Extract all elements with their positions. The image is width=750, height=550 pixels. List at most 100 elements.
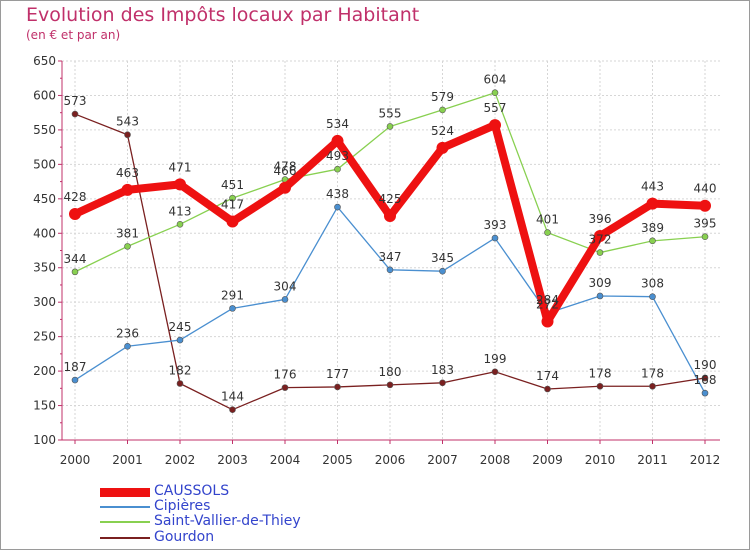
- data-point-caussols: [384, 210, 396, 223]
- y-tick-label: 100: [33, 433, 56, 447]
- x-tick-label: 2004: [270, 453, 301, 467]
- y-tick-label: 400: [33, 226, 56, 240]
- data-point-saint-vallier-de-thiey: [596, 249, 604, 256]
- data-point-cipieres: [596, 292, 604, 300]
- data-label-cipieres: 393: [484, 218, 507, 232]
- data-label-gourdon: 174: [536, 369, 559, 383]
- x-tick-label: 2009: [532, 453, 563, 467]
- legend-label-caussols: CAUSSOLS: [154, 483, 230, 499]
- data-point-saint-vallier-de-thiey: [229, 194, 236, 202]
- legend-swatch-cipieres: [100, 506, 150, 508]
- data-label-gourdon: 199: [484, 352, 507, 366]
- data-point-caussols: [174, 178, 186, 191]
- data-point-cipieres: [334, 203, 341, 211]
- data-point-cipieres: [386, 266, 394, 274]
- y-tick-label: 550: [33, 123, 56, 137]
- data-label-saint-vallier-de-thiey: 381: [116, 226, 139, 240]
- data-point-caussols: [121, 183, 134, 196]
- data-point-caussols: [699, 199, 711, 212]
- data-label-saint-vallier-de-thiey: 413: [169, 204, 192, 218]
- data-point-caussols: [331, 134, 344, 147]
- data-point-cipieres: [281, 296, 289, 303]
- data-point-saint-vallier-de-thiey: [544, 229, 551, 236]
- y-tick-label: 500: [33, 157, 56, 171]
- y-tick-label: 350: [33, 261, 56, 275]
- data-point-cipieres: [124, 342, 131, 350]
- data-point-saint-vallier-de-thiey: [701, 233, 709, 241]
- chart-subtitle: (en € et par an): [26, 28, 121, 42]
- data-label-gourdon: 190: [694, 358, 717, 372]
- data-point-cipieres: [491, 234, 499, 242]
- legend-swatch-saint-vallier: [100, 521, 150, 523]
- data-point-saint-vallier-de-thiey: [386, 123, 394, 130]
- data-point-gourdon: [334, 383, 341, 391]
- legend-swatch-gourdon: [100, 537, 150, 539]
- y-tick-label: 200: [33, 364, 56, 378]
- data-label-saint-vallier-de-thiey: 579: [431, 90, 454, 104]
- data-label-gourdon: 182: [169, 363, 192, 377]
- data-label-caussols: 425: [379, 192, 402, 206]
- data-label-caussols: 524: [431, 124, 454, 138]
- data-label-cipieres: 438: [326, 187, 349, 201]
- data-point-saint-vallier-de-thiey: [124, 243, 131, 250]
- data-label-saint-vallier-de-thiey: 395: [694, 217, 717, 231]
- data-point-caussols: [489, 119, 501, 132]
- data-label-gourdon: 178: [641, 366, 664, 380]
- x-tick-label: 2005: [322, 453, 353, 467]
- y-tick-label: 300: [33, 295, 56, 309]
- data-label-gourdon: 177: [326, 367, 349, 381]
- data-point-caussols: [436, 141, 449, 154]
- data-label-caussols: 466: [274, 164, 297, 178]
- data-label-gourdon: 178: [589, 366, 612, 380]
- data-label-cipieres: 168: [694, 373, 717, 387]
- data-point-gourdon: [701, 374, 709, 382]
- data-point-cipieres: [176, 336, 184, 344]
- x-tick-label: 2003: [217, 453, 248, 467]
- data-point-gourdon: [71, 110, 79, 118]
- x-tick-label: 2001: [112, 453, 143, 467]
- x-tick-label: 2008: [480, 453, 511, 467]
- data-point-caussols: [646, 197, 659, 210]
- data-point-cipieres: [701, 389, 709, 397]
- y-tick-label: 250: [33, 330, 56, 344]
- data-label-caussols: 396: [589, 212, 612, 226]
- data-point-gourdon: [386, 381, 394, 389]
- data-label-caussols: 428: [64, 190, 87, 204]
- data-point-caussols: [541, 315, 554, 328]
- data-point-caussols: [594, 230, 606, 243]
- data-point-saint-vallier-de-thiey: [439, 106, 446, 114]
- data-point-gourdon: [491, 368, 499, 376]
- y-tick-label: 150: [33, 399, 56, 413]
- data-point-gourdon: [229, 406, 236, 413]
- data-point-gourdon: [124, 131, 131, 139]
- data-label-cipieres: 236: [116, 326, 139, 340]
- data-point-cipieres: [71, 376, 79, 384]
- data-label-cipieres: 284: [536, 293, 559, 307]
- y-tick-label: 600: [33, 88, 56, 102]
- data-label-saint-vallier-de-thiey: 451: [221, 178, 244, 192]
- x-tick-label: 2006: [375, 453, 406, 467]
- data-label-caussols: 440: [694, 182, 717, 196]
- data-label-saint-vallier-de-thiey: 401: [536, 213, 559, 227]
- data-label-caussols: 471: [169, 160, 192, 174]
- x-tick-label: 2007: [427, 453, 458, 467]
- data-label-cipieres: 187: [64, 360, 87, 374]
- data-point-gourdon: [596, 382, 604, 390]
- data-label-saint-vallier-de-thiey: 372: [589, 233, 612, 247]
- data-label-caussols: 534: [326, 117, 349, 131]
- data-point-caussols: [279, 181, 291, 194]
- data-point-caussols: [69, 207, 81, 220]
- x-tick-label: 2012: [690, 453, 721, 467]
- data-label-saint-vallier-de-thiey: 555: [379, 106, 402, 120]
- chart-title: Evolution des Impôts locaux par Habitant: [26, 4, 420, 26]
- data-point-saint-vallier-de-thiey: [334, 165, 341, 173]
- legend-swatch-caussols: [100, 488, 150, 497]
- data-label-gourdon: 144: [221, 390, 244, 404]
- data-label-cipieres: 245: [169, 320, 192, 334]
- data-label-saint-vallier-de-thiey: 389: [641, 221, 664, 235]
- legend-label-cipieres: Cipières: [154, 498, 211, 514]
- data-label-caussols: 443: [641, 180, 664, 194]
- data-point-gourdon: [439, 379, 446, 387]
- data-label-saint-vallier-de-thiey: 604: [484, 73, 507, 87]
